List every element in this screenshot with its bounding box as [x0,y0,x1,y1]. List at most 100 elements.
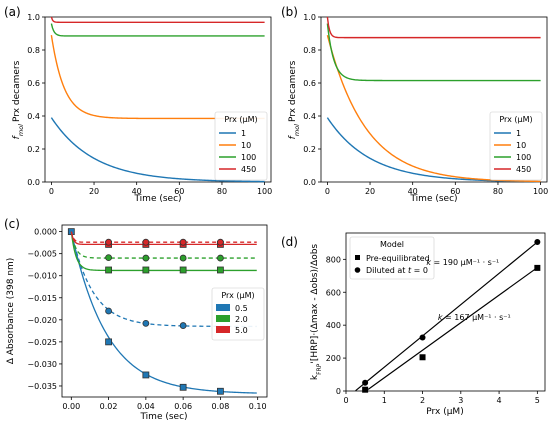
square-point-0.5 [105,338,112,346]
legend-box [349,236,435,280]
dashed-fit-5.0 [70,231,257,243]
x-tick-label: 20 [89,187,99,196]
legend-label-450: 450 [516,165,531,174]
y-tick-label: 0.000 [34,228,57,237]
fit-line-square [367,267,538,390]
square-point-2.0 [179,266,187,274]
fit-line-circle [355,241,538,392]
x-tick-label: 4 [497,396,502,405]
x-tick-label: 40 [132,187,142,196]
x-tick-label: 0.02 [100,402,118,411]
legend-marker-circle [354,267,361,273]
series-line-450 [326,16,541,39]
x-tick-label: 100 [533,187,548,196]
panel-a-ylabel: fmolPrx decamers [12,60,25,139]
panel-label-b: (b) [281,5,298,19]
circle-point-0.5 [179,322,187,329]
y-tick-label: 200 [326,354,341,363]
y-tick-label: −0.035 [27,382,57,391]
y-tick-label: −0.020 [27,316,57,325]
panel-label-c: (c) [4,217,20,231]
y-tick-label: −0.005 [27,250,57,259]
series-line-100 [50,23,265,37]
legend-label-pre-equilibrated: Pre-equilibrated [366,254,430,263]
panel-c-legend: Prx (μM) 0.5 2.0 5.0 [211,287,265,341]
square-point-2.0 [217,266,224,274]
legend-box [214,111,268,181]
circle-point-0.5 [105,307,112,315]
point-square [419,354,426,361]
x-tick-label: 0 [343,396,348,405]
legend-swatch-2.0 [216,315,230,322]
circle-point-2.0 [105,254,112,262]
series-line-10 [326,34,541,183]
panel-d-xlabel: Prx (μM) [426,407,463,417]
square-point-2.0 [105,266,112,274]
circle-point-2.0 [179,254,187,262]
x-tick-label: 0 [325,187,330,196]
y-tick-label: 0.2 [27,145,40,154]
series-line-1 [50,117,265,183]
legend-marker-square [355,255,360,260]
legend-swatch-5.0 [216,326,230,333]
circle-point-2.0 [142,254,150,262]
legend-label-10: 10 [241,141,251,150]
circle-point-5.0 [142,238,150,246]
panel-a: (a) 0 20 40 60 80 100 0.0 0.2 0.4 0.6 0.8 1.0 Time … [4,5,272,204]
y-tick-label: 0.4 [303,112,316,121]
solid-fit-0.5 [70,231,257,394]
solid-fit-5.0 [70,231,257,246]
point-circle [534,239,541,246]
series-line-100 [326,23,541,82]
y-tick-label: 0.0 [303,178,316,187]
legend-label-5.0: 5.0 [235,326,248,335]
legend-label-100: 100 [516,153,531,162]
y-tick-label: 800 [326,255,341,264]
legend-title: Prx (μM) [499,115,532,124]
y-tick-label: 0.8 [303,46,316,55]
panel-d-legend: Model Pre-equilibrated Diluted at t = 0 [349,236,435,280]
legend-label-diluted: Diluted at t = 0 [366,266,428,275]
x-tick-label: 0.04 [137,402,155,411]
x-tick-label: 5 [535,396,540,405]
panel-c-ylabel: Δ Absorbance (398 nm) [6,258,16,365]
panel-c: (c) 0.00 0.02 0.04 0.06 0.08 0.10 0.000 −0.005 −… [4,217,268,422]
square-point-0.5 [142,371,150,379]
y-tick-label: 0.6 [303,79,316,88]
y-tick-label: −0.010 [27,272,57,281]
x-tick-label: 20 [365,187,375,196]
y-tick-label: −0.015 [27,294,57,303]
legend-label-0.5: 0.5 [235,304,248,313]
x-tick-label: 3 [458,396,463,405]
legend-label-450: 450 [241,165,256,174]
series-line-450 [50,16,265,23]
panel-b-legend: Prx (μM) 1 10 100 450 [489,111,543,181]
panel-a-frame [44,16,272,183]
circle-point-5.0 [217,238,224,246]
panel-d: (d) 0 1 2 3 4 5 0 200 400 600 800 Prx (μM) kFRP'[H… [281,232,546,417]
point-square [362,386,369,393]
x-tick-label: 60 [450,187,460,196]
panel-a-legend: Prx (μM) 1 10 100 450 [214,111,268,181]
x-tick-label: 0.00 [62,402,80,411]
panel-c-xlabel: Time (sec) [139,412,187,422]
y-tick-label: 0.8 [27,46,40,55]
legend-label-10: 10 [516,141,526,150]
x-tick-label: 0.08 [212,402,230,411]
legend-label-2.0: 2.0 [235,315,248,324]
x-tick-label: 60 [174,187,184,196]
square-point-0.5 [217,387,224,395]
x-tick-label: 40 [408,187,418,196]
legend-label-100: 100 [241,153,256,162]
legend-swatch-0.5 [216,304,230,311]
panel-b: (b) 0 20 40 60 80 100 0.0 0.2 0.4 0.6 0.8 1.0 Time … [281,5,548,204]
y-tick-label: 400 [326,321,341,330]
square-point-2.0 [142,266,150,274]
legend-title: Prx (μM) [224,115,257,124]
y-tick-label: 0.2 [303,145,316,154]
panel-b-xlabel: Time (sec) [409,194,457,204]
y-tick-label: 1.0 [303,13,316,22]
circle-point-0.5 [142,319,150,327]
panel-d-frame [345,232,546,392]
panel-d-ylabel: kFRP'[HRP]·(Δmax - Δobs)/Δobs [310,244,323,381]
